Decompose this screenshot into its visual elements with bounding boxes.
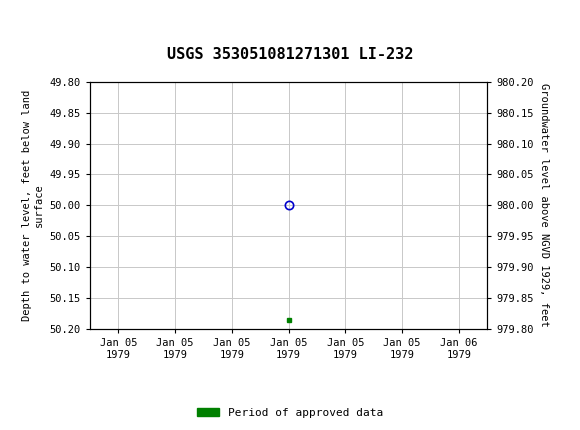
Text: USGS 353051081271301 LI-232: USGS 353051081271301 LI-232: [167, 47, 413, 62]
Text: ≋: ≋: [9, 9, 20, 27]
Text: USGS: USGS: [32, 9, 75, 27]
Legend: Period of approved data: Period of approved data: [193, 403, 387, 422]
Y-axis label: Groundwater level above NGVD 1929, feet: Groundwater level above NGVD 1929, feet: [539, 83, 549, 327]
Y-axis label: Depth to water level, feet below land
surface: Depth to water level, feet below land su…: [23, 90, 44, 321]
